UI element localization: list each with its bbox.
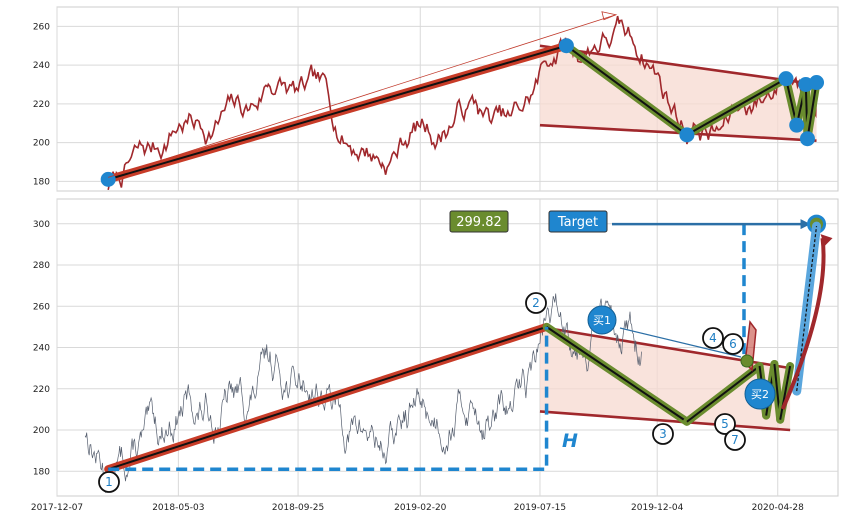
top-pivot-8 [809, 75, 825, 91]
node-2-label: 2 [532, 296, 540, 310]
bottom-leg2-inner [546, 326, 688, 423]
top-pivot-7 [799, 131, 815, 147]
node-6: 6 [722, 333, 744, 355]
node-3-circle [652, 423, 674, 445]
x-tick-1: 2018-05-03 [152, 503, 204, 513]
top-pivot-3 [679, 127, 695, 143]
bottom-annotations [108, 214, 833, 471]
bottom-trend [104, 322, 795, 474]
bottom-price-series [84, 293, 642, 493]
x-tick-6: 2020-04-28 [752, 503, 805, 513]
node-4: 4 [702, 327, 724, 349]
buy2-circle [744, 378, 776, 410]
target-badge: Target [548, 210, 608, 233]
buy1-label: 买1 [593, 314, 611, 327]
y-tick-200: 200 [33, 426, 50, 436]
node-4-label: 4 [709, 331, 717, 345]
bottom-leg3-inner [686, 365, 761, 423]
target-badge-text: Target [557, 215, 598, 230]
y-tick-240: 240 [33, 344, 50, 354]
top-leg2-inner [565, 44, 688, 136]
y-tick-180: 180 [33, 177, 50, 187]
bottom-panel: 180 200 220 240 260 280 300 2017-12-07 2018-05-… [31, 198, 839, 513]
value-badge: 299.82 [449, 210, 509, 233]
target-badge-box [548, 210, 608, 233]
y-tick-180: 180 [33, 467, 50, 477]
node-5-label: 5 [721, 417, 729, 431]
top-pivot-5 [789, 117, 805, 133]
top-pivot-2 [558, 38, 574, 54]
y-tick-280: 280 [33, 261, 50, 271]
buy1-marker: 买1 [587, 305, 617, 335]
top-pivot-4 [778, 71, 794, 87]
y-tick-240: 240 [33, 61, 50, 71]
node-7-label: 7 [731, 433, 739, 447]
top-leg3-inner [686, 77, 787, 136]
node-7-circle [724, 429, 746, 451]
node-4-circle [702, 327, 724, 349]
y-tick-220: 220 [33, 100, 50, 110]
buy-point-dot [740, 354, 754, 368]
node-1: 1 [98, 471, 120, 493]
buy2-marker: 买2 [744, 378, 776, 410]
top-thin-arrow-head [601, 11, 618, 21]
x-tick-3: 2019-02-20 [394, 503, 447, 513]
node-6-circle [722, 333, 744, 355]
buy1-circle [587, 305, 617, 335]
bottom-leg7-inner [779, 365, 792, 420]
bottom-leg1-inner [107, 325, 547, 471]
h-dashed-lines [108, 326, 549, 471]
value-badge-text: 299.82 [456, 215, 502, 230]
node-2: 2 [525, 292, 547, 314]
curved-arrow [780, 237, 826, 410]
curved-arrow-head [820, 234, 833, 247]
y-tick-220: 220 [33, 385, 50, 395]
bottom-y-ticks: 180 200 220 240 260 280 300 [33, 220, 50, 478]
node-5-circle [714, 413, 736, 435]
buy2-label: 买2 [751, 388, 769, 401]
target-arrow-head [800, 219, 811, 230]
y-tick-260: 260 [33, 302, 50, 312]
x-tick-5: 2019-12-04 [631, 503, 684, 513]
node-1-label: 1 [105, 475, 113, 489]
bottom-x-ticks: 2017-12-07 2018-05-03 2018-09-25 2019-02-20… [31, 503, 804, 513]
bottom-wedge [539, 325, 791, 432]
top-thin-arrow-line [108, 14, 617, 178]
node-3-label: 3 [659, 427, 667, 441]
x-tick-2: 2018-09-25 [272, 503, 324, 513]
top-trend [100, 11, 825, 187]
top-leg7-inner [806, 82, 818, 139]
node-6-label: 6 [729, 337, 737, 351]
x-tick-0: 2017-12-07 [31, 503, 83, 513]
node-1-circle [98, 471, 120, 493]
h-label: H [562, 430, 578, 452]
top-wedge-fill [539, 45, 817, 141]
x-tick-4: 2019-07-15 [514, 503, 566, 513]
y-tick-260: 260 [33, 22, 50, 32]
y-tick-300: 300 [33, 220, 50, 230]
top-panel: 180 200 220 240 260 [33, 6, 839, 192]
bottom-wedge-lower [539, 410, 791, 432]
node-7: 7 [724, 429, 746, 451]
y-tick-200: 200 [33, 139, 50, 149]
node-3: 3 [652, 423, 674, 445]
top-pivot-1 [100, 171, 116, 187]
top-leg1-inner [107, 44, 567, 181]
bottom-wedge-fill [539, 326, 791, 430]
node-2-circle [525, 292, 547, 314]
node-5: 5 [714, 413, 736, 435]
buy1-pointer [619, 327, 742, 358]
top-y-ticks: 180 200 220 240 260 [33, 22, 50, 187]
value-badge-box [449, 210, 509, 233]
